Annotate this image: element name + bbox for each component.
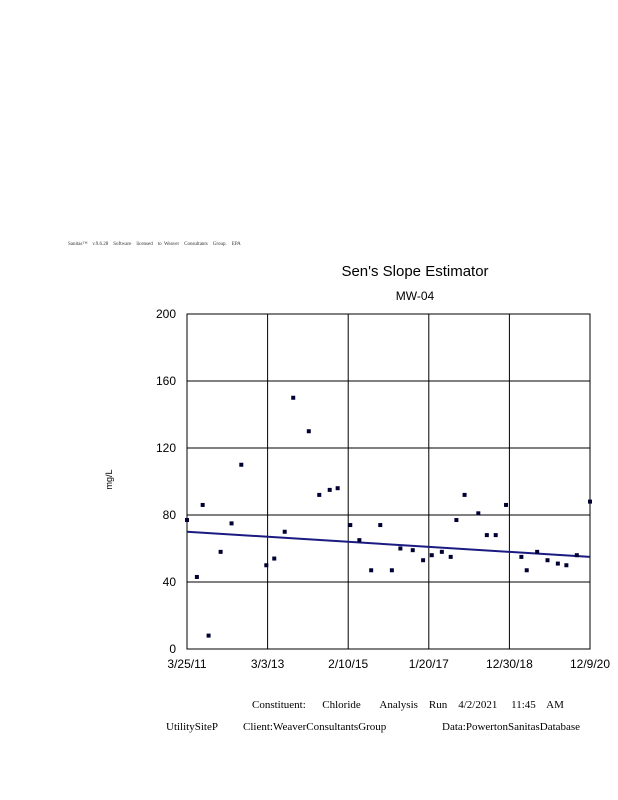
data-point [493, 533, 498, 538]
data-point [378, 523, 383, 528]
data-point [327, 487, 332, 492]
data-point [524, 568, 529, 573]
data-point [272, 556, 277, 561]
x-tick-label: 12/9/20 [570, 657, 610, 671]
x-tick-label: 2/10/15 [328, 657, 368, 671]
x-tick-label: 12/30/18 [486, 657, 533, 671]
license-text: Sanitas™ v.9.6.28 Software licensed to W… [68, 242, 241, 247]
data-point [264, 563, 269, 568]
y-tick-label: 40 [163, 575, 177, 589]
data-point [429, 553, 434, 558]
data-point [357, 538, 362, 543]
data-point [317, 492, 322, 497]
data-point [335, 486, 340, 491]
y-tick-label: 0 [169, 642, 176, 656]
data-point [194, 574, 199, 579]
sens-slope-trend-line [186, 530, 591, 558]
data-point [206, 633, 211, 638]
data-point [504, 502, 509, 507]
data-point [476, 511, 481, 516]
data-point [574, 553, 579, 558]
data-point [545, 558, 550, 563]
data-point [588, 499, 592, 504]
chart-subtitle: MW-04 [395, 289, 435, 303]
y-tick-label: 160 [156, 374, 176, 388]
data-point [229, 521, 234, 526]
data-point [564, 563, 569, 568]
data-point [369, 568, 374, 573]
data-point [484, 533, 489, 538]
data-point [306, 429, 311, 434]
footer-data: Data:PowertonSanitasDatabase [442, 721, 581, 733]
data-point [239, 462, 244, 467]
data-point [555, 561, 560, 566]
data-point [218, 549, 223, 554]
data-point [519, 554, 524, 559]
y-tick-label: 120 [156, 441, 176, 455]
data-point [389, 568, 394, 573]
data-point [282, 529, 287, 534]
x-tick-label: 3/25/11 [167, 657, 206, 671]
data-point [398, 546, 403, 551]
data-point [448, 554, 453, 559]
y-tick-label: 80 [163, 508, 177, 522]
data-point [454, 518, 459, 523]
x-tick-label: 3/3/13 [251, 657, 285, 671]
y-axis-label: mg/L [104, 469, 114, 489]
data-point [200, 502, 205, 507]
footer-client: Client:WeaverConsultantsGroup [243, 721, 387, 733]
data-point [421, 558, 426, 563]
data-point [185, 518, 189, 523]
data-point [462, 492, 467, 497]
y-tick-label: 200 [156, 307, 176, 321]
x-tick-label: 1/20/17 [409, 657, 449, 671]
footer-constituent: Constituent: Chloride Analysis Run 4/2/2… [252, 699, 564, 711]
data-point [291, 395, 296, 400]
data-point [410, 548, 415, 553]
chart-title: Sen's Slope Estimator [341, 263, 489, 280]
footer-site: UtilitySiteP [166, 721, 218, 733]
data-point [439, 549, 444, 554]
plot-frame [186, 313, 591, 650]
data-point [535, 549, 540, 554]
data-point [348, 523, 353, 528]
